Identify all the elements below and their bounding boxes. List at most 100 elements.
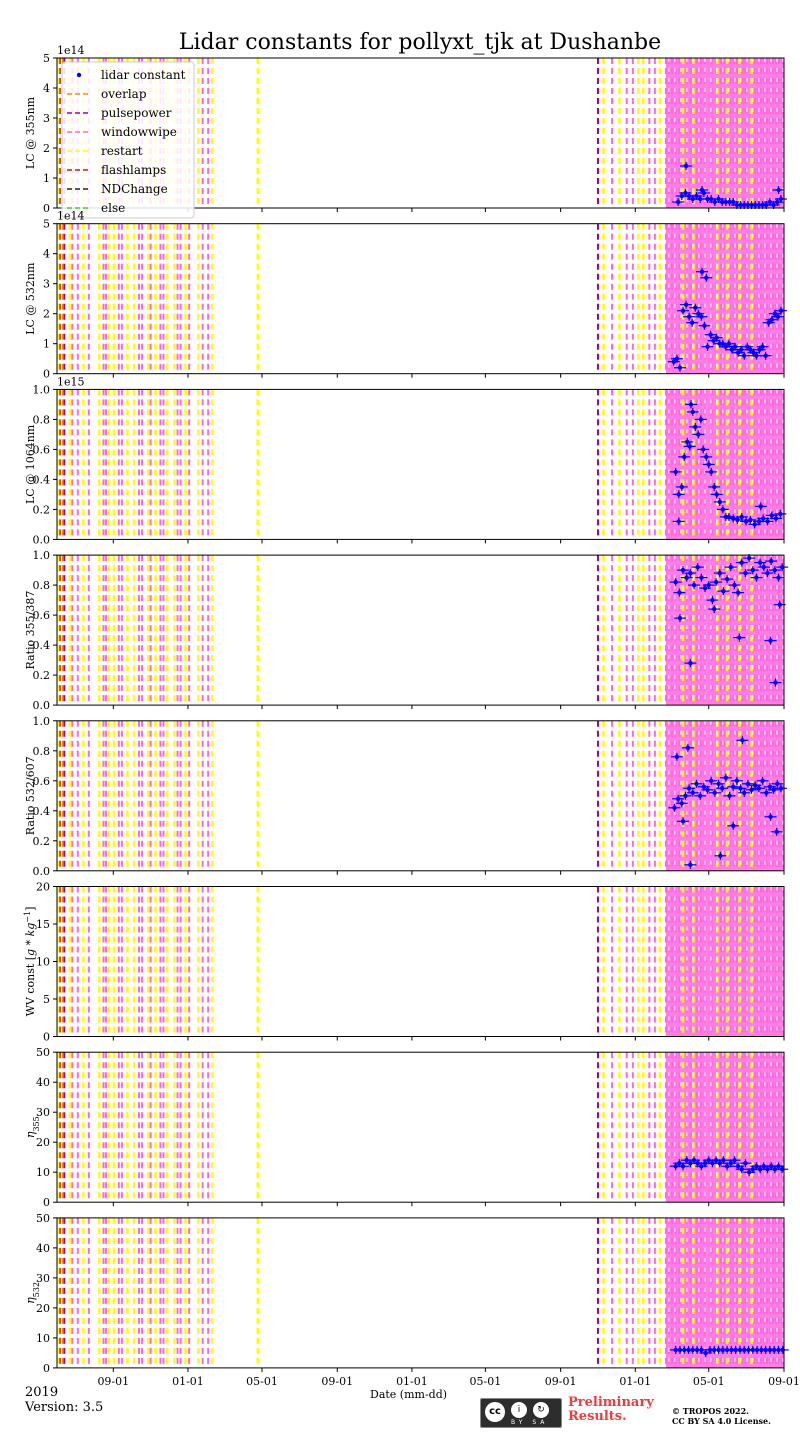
lidar-constant-point bbox=[677, 615, 683, 621]
x-tick-label: 01-01 bbox=[172, 1375, 204, 1388]
lidar-constant-point bbox=[769, 317, 774, 322]
y-tick-label: 0.6 bbox=[33, 609, 51, 622]
lidar-constant-point bbox=[739, 1167, 744, 1172]
y-axis-label: LC @ 532nm bbox=[24, 262, 37, 335]
lidar-constant-point bbox=[771, 202, 776, 208]
lidar-constant-point bbox=[735, 1164, 741, 1169]
x-tick-label: 09-01 bbox=[321, 1375, 353, 1388]
lidar-constant-point bbox=[726, 341, 732, 346]
lidar-constant-point bbox=[728, 564, 733, 570]
legend-label: windowwipe bbox=[101, 125, 177, 139]
lidar-constant-point bbox=[720, 507, 726, 512]
lidar-constant-point bbox=[778, 196, 784, 202]
y-tick-label: 0.6 bbox=[33, 775, 51, 788]
lidar-constant-point bbox=[723, 344, 729, 349]
lidar-constant-point bbox=[739, 514, 744, 520]
lidar-constant-point bbox=[680, 308, 686, 313]
y-tick-label: 0 bbox=[43, 368, 50, 381]
lidar-constant-point bbox=[679, 801, 685, 806]
lidar-constant-point bbox=[757, 347, 762, 352]
lidar-constant-point bbox=[688, 402, 694, 407]
y-tick-label: 0.6 bbox=[33, 443, 51, 456]
lidar-constant-point bbox=[712, 484, 717, 490]
legend: lidar constant overlap pulsepower windowwip… bbox=[61, 61, 195, 219]
legend-box bbox=[61, 61, 195, 219]
y-axis-label: LC @ 1064nm bbox=[24, 424, 37, 504]
lidar-constant-point bbox=[777, 602, 782, 607]
lidar-constant-point bbox=[776, 1164, 781, 1169]
lidar-constant-point bbox=[706, 462, 711, 467]
legend-label: flashlamps bbox=[101, 163, 166, 177]
lidar-constant-point bbox=[696, 311, 701, 316]
lidar-constant-point bbox=[754, 1164, 759, 1169]
y-tick-label: 1 bbox=[43, 338, 50, 351]
copyright-line-2: CC BY SA 4.0 License. bbox=[672, 1416, 771, 1426]
lidar-constant-point bbox=[673, 579, 678, 585]
lidar-constant-point bbox=[771, 787, 776, 792]
y-tick-label: 4 bbox=[43, 248, 50, 261]
cc-license-badge: cc i ↻ BY SA bbox=[480, 1398, 562, 1428]
footer-year: 2019 bbox=[25, 1385, 59, 1400]
lidar-constant-point bbox=[754, 575, 759, 580]
lidar-constant-point bbox=[685, 439, 690, 445]
lidar-constant-point bbox=[757, 1167, 763, 1172]
lidar-constant-point bbox=[751, 350, 756, 355]
lidar-constant-point bbox=[708, 196, 714, 202]
y-tick-label: 1.0 bbox=[33, 383, 51, 396]
lidar-constant-point bbox=[699, 269, 705, 274]
lidar-constant-point bbox=[688, 862, 693, 867]
lidar-constant-point bbox=[739, 560, 744, 565]
lidar-constant-point bbox=[729, 347, 735, 352]
y-tick-label: 0.4 bbox=[33, 473, 51, 486]
lidar-constant-point bbox=[723, 775, 729, 780]
cc-icon: cc bbox=[485, 1402, 505, 1422]
lidar-constant-point bbox=[761, 564, 767, 570]
lidar-constant-point bbox=[728, 1161, 733, 1166]
lidar-constant-point bbox=[763, 353, 768, 358]
lidar-constant-point bbox=[708, 778, 714, 783]
lidar-constant-point bbox=[746, 1170, 752, 1175]
y-axis-label: LC @ 355nm bbox=[24, 96, 37, 169]
lidar-constant-point bbox=[748, 347, 753, 352]
copyright-line-1: © TROPOS 2022. bbox=[672, 1406, 749, 1416]
lidar-constant-point bbox=[680, 1164, 686, 1169]
y-axis-label: η532 bbox=[24, 1282, 41, 1304]
lidar-constant-point bbox=[693, 305, 698, 310]
lidar-constant-point bbox=[677, 1161, 682, 1166]
lidar-constant-point bbox=[761, 1164, 767, 1169]
lidar-constant-point bbox=[757, 560, 763, 565]
lidar-constant-point bbox=[680, 567, 686, 573]
sa-icon: ↻ bbox=[533, 1402, 549, 1418]
lidar-constant-point bbox=[732, 344, 738, 349]
x-tick-label: 05-01 bbox=[693, 1375, 725, 1388]
by-icon: i bbox=[511, 1402, 527, 1418]
y-tick-label: 0.0 bbox=[33, 533, 51, 546]
copyright-note: © TROPOS 2022. CC BY SA 4.0 License. bbox=[672, 1406, 771, 1426]
lidar-constant-point bbox=[772, 1167, 778, 1172]
y-tick-label: 10 bbox=[36, 956, 50, 969]
lidar-constant-point bbox=[724, 576, 730, 582]
lidar-constant-point bbox=[778, 511, 783, 517]
lidar-constant-point bbox=[717, 570, 722, 576]
panel-frame bbox=[56, 1051, 785, 1203]
preliminary-line-2: Results. bbox=[568, 1409, 627, 1424]
lidar-constant-point bbox=[717, 1161, 722, 1166]
lidar-constant-point bbox=[699, 187, 705, 193]
y-tick-label: 50 bbox=[36, 1212, 50, 1225]
lidar-constant-point bbox=[677, 590, 682, 595]
lidar-constant-point bbox=[731, 784, 736, 789]
legend-label: lidar constant bbox=[101, 68, 186, 82]
lidar-constant-point bbox=[706, 1158, 711, 1163]
y-tick-label: 4 bbox=[43, 82, 50, 95]
y-axis-label: Ratio 532/607 bbox=[24, 756, 37, 835]
legend-label: NDChange bbox=[101, 182, 168, 196]
lidar-constant-point bbox=[768, 1164, 774, 1169]
lidar-constant-point bbox=[710, 597, 715, 603]
y-tick-label: 1.0 bbox=[33, 549, 51, 562]
lidar-constant-point bbox=[732, 1158, 737, 1163]
y-tick-label: 40 bbox=[36, 1242, 50, 1255]
y-tick-label: 0.2 bbox=[33, 669, 51, 682]
lidar-constant-point bbox=[708, 469, 714, 475]
legend-label: else bbox=[101, 201, 125, 215]
